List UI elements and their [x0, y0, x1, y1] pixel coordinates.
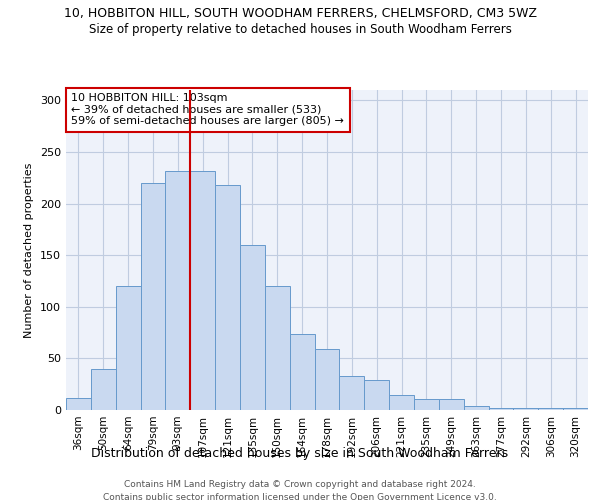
- Bar: [389, 394, 414, 410]
- Bar: [91, 368, 116, 410]
- Bar: [488, 408, 514, 410]
- Bar: [514, 408, 538, 410]
- Y-axis label: Number of detached properties: Number of detached properties: [25, 162, 34, 338]
- Bar: [116, 286, 140, 410]
- Bar: [314, 349, 340, 410]
- Bar: [66, 398, 91, 410]
- Text: Size of property relative to detached houses in South Woodham Ferrers: Size of property relative to detached ho…: [89, 22, 511, 36]
- Text: Contains public sector information licensed under the Open Government Licence v3: Contains public sector information licen…: [103, 492, 497, 500]
- Bar: [464, 406, 488, 410]
- Text: 10, HOBBITON HILL, SOUTH WOODHAM FERRERS, CHELMSFORD, CM3 5WZ: 10, HOBBITON HILL, SOUTH WOODHAM FERRERS…: [64, 8, 536, 20]
- Bar: [414, 398, 439, 410]
- Bar: [140, 183, 166, 410]
- Bar: [563, 408, 588, 410]
- Bar: [364, 380, 389, 410]
- Text: Distribution of detached houses by size in South Woodham Ferrers: Distribution of detached houses by size …: [91, 448, 509, 460]
- Bar: [166, 170, 190, 410]
- Bar: [240, 245, 265, 410]
- Text: Contains HM Land Registry data © Crown copyright and database right 2024.: Contains HM Land Registry data © Crown c…: [124, 480, 476, 489]
- Bar: [290, 334, 314, 410]
- Bar: [340, 376, 364, 410]
- Bar: [439, 398, 464, 410]
- Text: 10 HOBBITON HILL: 103sqm
← 39% of detached houses are smaller (533)
59% of semi-: 10 HOBBITON HILL: 103sqm ← 39% of detach…: [71, 93, 344, 126]
- Bar: [538, 408, 563, 410]
- Bar: [190, 170, 215, 410]
- Bar: [265, 286, 290, 410]
- Bar: [215, 185, 240, 410]
